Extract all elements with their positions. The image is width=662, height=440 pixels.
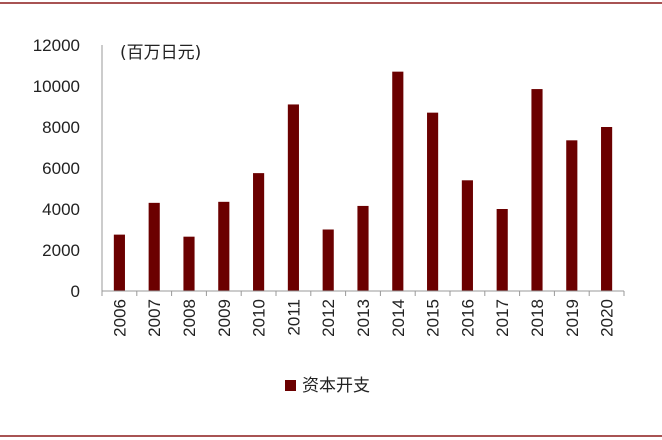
bar-2018: [531, 89, 543, 291]
bar-2009: [218, 201, 230, 291]
bar-2007: [148, 202, 160, 291]
legend-swatch: [285, 380, 296, 391]
x-tick-label: 2020: [598, 299, 617, 337]
y-tick-label: 6000: [42, 159, 80, 178]
y-tick-label: 0: [71, 282, 80, 301]
bar-2020: [601, 127, 613, 291]
y-tick-label: 12000: [33, 36, 80, 55]
y-axis-ticks: 0 2000 4000 6000 8000 10000 12000: [33, 36, 80, 301]
x-tick-label: 2006: [110, 299, 129, 337]
legend-label: 资本开支: [302, 376, 370, 396]
x-tick-label: 2008: [180, 299, 199, 337]
x-tick-label: 2009: [215, 299, 234, 337]
bar-2011: [287, 104, 299, 291]
x-tick-label: 2015: [424, 299, 443, 337]
x-tick-label: 2018: [528, 299, 547, 337]
bar-2006: [113, 234, 125, 291]
y-tick-label: 4000: [42, 200, 80, 219]
x-axis-ticks: 2006 2007 2008 2009 2010 2011 2012 2013 2014 2015…: [101, 291, 625, 337]
y-tick-label: 10000: [33, 77, 80, 96]
bar-2016: [461, 180, 473, 291]
legend: 资本开支: [285, 376, 370, 396]
x-tick-label: 2016: [458, 299, 477, 337]
x-tick-label: 2007: [145, 299, 164, 337]
bars-group: [113, 71, 613, 292]
bar-2013: [357, 205, 369, 291]
bar-2017: [496, 209, 508, 291]
unit-label: (百万日元): [120, 43, 201, 63]
y-tick-label: 8000: [42, 118, 80, 137]
bar-2012: [322, 229, 334, 291]
bar-2014: [392, 71, 404, 292]
x-tick-label: 2013: [354, 299, 373, 337]
bar-2019: [566, 140, 578, 291]
x-tick-label: 2010: [250, 299, 269, 337]
bar-2015: [427, 112, 439, 292]
x-tick-label: 2017: [493, 299, 512, 337]
bar-2008: [183, 236, 195, 291]
x-tick-label: 2014: [389, 299, 408, 337]
bar-2010: [253, 173, 265, 291]
x-tick-label: 2012: [319, 299, 338, 337]
x-tick-label: 2019: [563, 299, 582, 337]
x-tick-label: 2011: [284, 299, 303, 336]
y-tick-label: 2000: [42, 241, 80, 260]
